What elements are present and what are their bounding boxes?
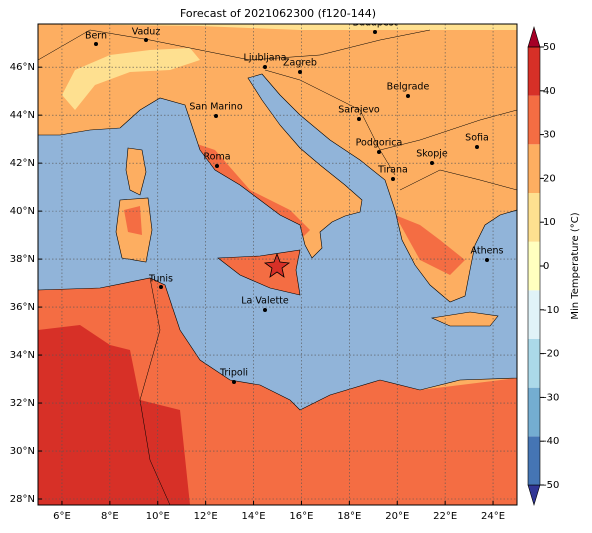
colorbar: -50 -40 -30 -20 -10 0 10 20 30 40 50 [527,25,559,507]
colorbar-tick-label: -50 [543,480,559,491]
city-dot [232,380,236,384]
lon-tick-label: 12°E [194,511,218,522]
colorbar-label: Min Temperature (°C) [570,212,581,319]
lat-tick-label: 42°N [10,158,35,169]
colorbar-extend [527,484,541,507]
city-label: Tripoli [219,368,248,379]
city-dot [391,177,395,181]
corsica [125,147,147,196]
city-label: La Valette [241,296,289,307]
lon-tick-label: 24°E [481,511,505,522]
colorbar-band [528,387,540,437]
lon-tick-label: 16°E [289,511,313,522]
lon-tick-label: 10°E [146,511,170,522]
city-label: Sofia [465,133,489,144]
city-dot [377,150,381,154]
lat-tick-label: 28°N [10,494,35,505]
colorbar-band [528,95,540,145]
lat-tick-label: 38°N [10,254,35,265]
lon-tick-label: 20°E [385,511,409,522]
colorbar-tick-label: -20 [543,349,559,360]
colorbar-band [528,47,540,96]
colorbar-tick-label: 40 [543,86,556,97]
city-label: Roma [203,152,230,163]
city-label: Zagreb [283,58,317,69]
city-label: Podgorica [356,138,403,149]
grid [38,24,517,505]
city-dot [373,30,377,34]
title: Forecast of 2021062300 (f120-144) [180,7,376,20]
colorbar-band [528,436,540,485]
lon-tick-label: 22°E [433,511,457,522]
colorbar-tick-label: 0 [543,261,549,272]
lon-tick-label: 14°E [242,511,266,522]
city-label: Belgrade [387,82,430,93]
colorbar-tick-label: -30 [543,392,559,403]
city-dot [357,117,361,121]
city-label: Athens [471,246,504,257]
lon-tick-label: 8°E [101,511,119,522]
colorbar-tick-label: 10 [543,217,556,228]
city-label: Budapest [353,18,398,29]
colorbar-tick-label: 50 [543,42,556,53]
city-dot [215,164,219,168]
colorbar-tick-label: -40 [543,436,559,447]
lat-tick-label: 44°N [10,110,35,121]
colorbar-band [528,241,540,291]
city-label: Skopje [416,149,448,160]
colorbar-tick-label: 20 [543,173,556,184]
axes: 6°E 8°E 10°E 12°E 14°E 16°E 18°E 20°E 22°E 24°E 28… [10,62,505,522]
city-dot [430,161,434,165]
city-dot [406,94,410,98]
city-dot [475,145,479,149]
lat-tick-label: 46°N [10,62,35,73]
colorbar-extend [527,25,541,48]
warm-zone [124,206,142,235]
city-dot [485,258,489,262]
colorbar-band [528,144,540,193]
lon-tick-label: 18°E [337,511,361,522]
city-dot [298,70,302,74]
lat-tick-label: 30°N [10,446,35,457]
city-label: Bern [85,31,107,42]
city-label: Sarajevo [338,105,380,116]
city-dot [159,285,163,289]
marker-star [263,252,291,278]
colorbar-band [528,290,540,339]
city-dot [144,38,148,42]
lat-tick-label: 32°N [10,398,35,409]
city-dot [263,308,267,312]
colorbar-band [528,339,540,388]
city-label: San Marino [189,102,242,113]
lat-tick-label: 40°N [10,206,35,217]
lat-tick-label: 36°N [10,302,35,313]
city-label: Vaduz [132,27,161,38]
map-frame [37,23,518,506]
cool-zone [62,48,200,110]
colorbar-tick-label: 30 [543,130,556,141]
borders [38,29,517,505]
lon-tick-label: 6°E [53,511,71,522]
crete [430,311,499,327]
lat-tick-label: 34°N [10,350,35,361]
city-label: Tirana [377,165,408,176]
colorbar-tick-label: -10 [543,305,559,316]
city-dot [214,114,218,118]
hot-zone [38,325,190,505]
city-dot [263,65,267,69]
city-label: Tunis [148,274,173,285]
warm-zone [395,215,465,275]
city-dot [94,42,98,46]
city-label: Ljubljana [244,53,287,64]
colorbar-band [528,193,540,242]
